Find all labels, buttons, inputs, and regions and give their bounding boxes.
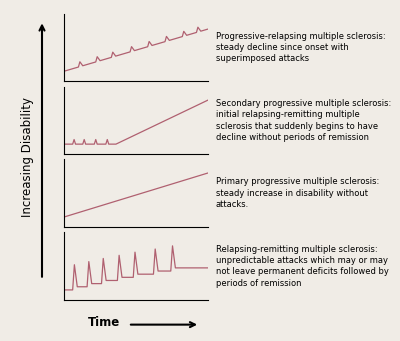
Text: Time: Time [88,316,120,329]
Text: Secondary progressive multiple sclerosis:
initial relapsing-remitting multiple
s: Secondary progressive multiple sclerosis… [216,99,391,142]
Text: Increasing Disability: Increasing Disability [22,97,34,217]
Text: Primary progressive multiple sclerosis:
steady increase in disability without
at: Primary progressive multiple sclerosis: … [216,177,379,209]
Text: Progressive-relapsing multiple sclerosis:
steady decline since onset with
superi: Progressive-relapsing multiple sclerosis… [216,32,386,63]
Text: Relapsing-remitting multiple sclerosis:
unpredictable attacks which may or may
n: Relapsing-remitting multiple sclerosis: … [216,244,389,288]
